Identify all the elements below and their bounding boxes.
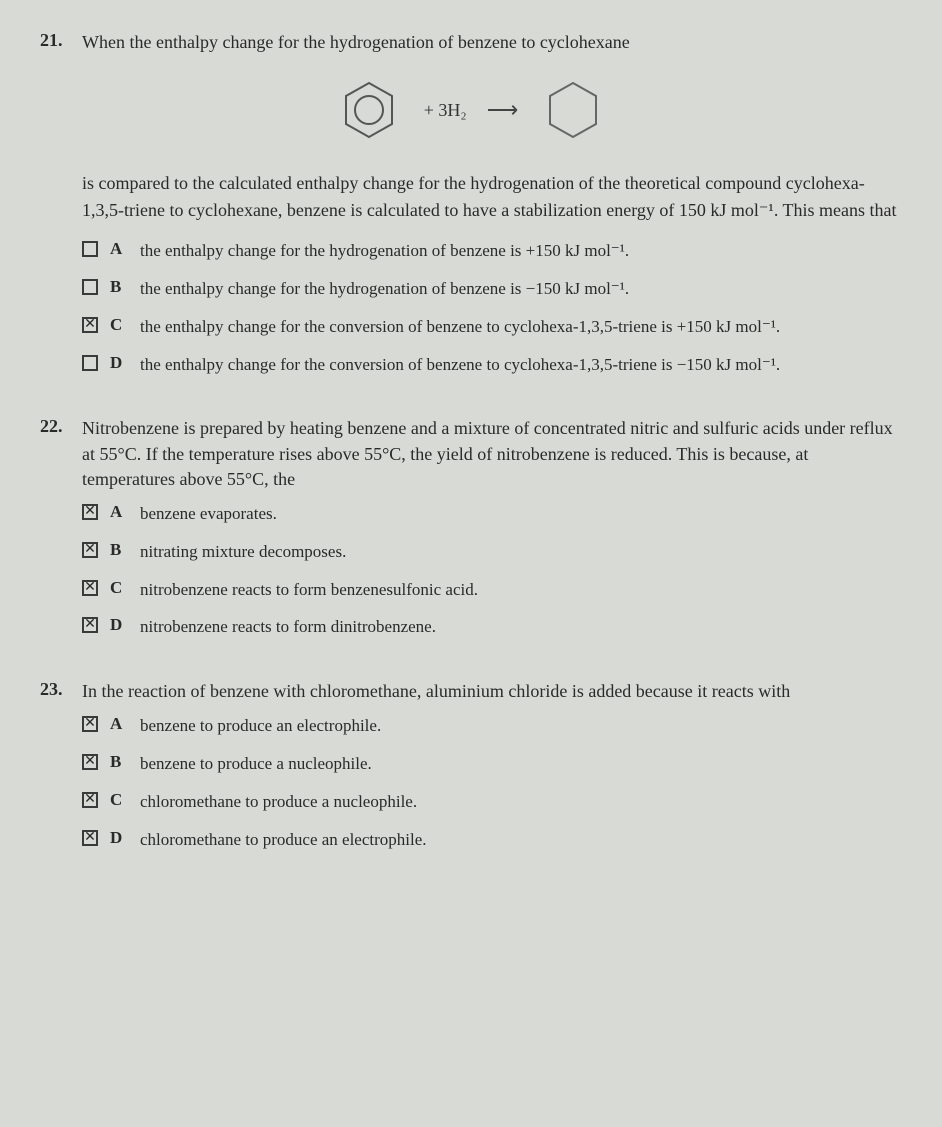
option-letter: B (110, 752, 128, 772)
question-23: 23. In the reaction of benzene with chlo… (40, 679, 902, 851)
option-d[interactable]: ✕ D chloromethane to produce an electrop… (82, 828, 902, 852)
checkbox-icon[interactable]: ✕ (82, 580, 98, 596)
question-stem: When the enthalpy change for the hydroge… (82, 30, 902, 55)
checkbox-icon[interactable]: ✕ (82, 504, 98, 520)
option-c[interactable]: ✕ C the enthalpy change for the conversi… (82, 315, 902, 339)
arrow-icon: ⟶ (487, 97, 519, 123)
option-a[interactable]: ✕ A benzene to produce an electrophile. (82, 714, 902, 738)
checkbox-icon[interactable] (82, 241, 98, 257)
reaction-diagram: + 3H₂ ⟶ (40, 75, 902, 145)
option-letter: D (110, 353, 128, 373)
benzene-icon (334, 75, 404, 145)
option-letter: C (110, 790, 128, 810)
checkbox-icon[interactable]: ✕ (82, 317, 98, 333)
checkbox-icon[interactable]: ✕ (82, 792, 98, 808)
option-letter: D (110, 615, 128, 635)
question-stem: Nitrobenzene is prepared by heating benz… (82, 416, 902, 492)
question-continuation: is compared to the calculated enthalpy c… (82, 170, 902, 224)
option-letter: A (110, 239, 128, 259)
checkbox-icon[interactable]: ✕ (82, 716, 98, 732)
checkbox-icon[interactable] (82, 279, 98, 295)
option-c[interactable]: ✕ C chloromethane to produce a nucleophi… (82, 790, 902, 814)
checkbox-icon[interactable]: ✕ (82, 617, 98, 633)
checkbox-icon[interactable]: ✕ (82, 542, 98, 558)
option-letter: D (110, 828, 128, 848)
checkbox-icon[interactable]: ✕ (82, 830, 98, 846)
question-22: 22. Nitrobenzene is prepared by heating … (40, 416, 902, 639)
option-text: nitrobenzene reacts to form dinitrobenze… (140, 615, 902, 639)
cyclohexane-icon (538, 75, 608, 145)
option-text: the enthalpy change for the hydrogenatio… (140, 277, 902, 301)
options-list: A the enthalpy change for the hydrogenat… (82, 239, 902, 376)
option-letter: A (110, 714, 128, 734)
option-d[interactable]: D the enthalpy change for the conversion… (82, 353, 902, 377)
option-a[interactable]: A the enthalpy change for the hydrogenat… (82, 239, 902, 263)
option-d[interactable]: ✕ D nitrobenzene reacts to form dinitrob… (82, 615, 902, 639)
option-letter: B (110, 277, 128, 297)
option-b[interactable]: B the enthalpy change for the hydrogenat… (82, 277, 902, 301)
option-text: the enthalpy change for the conversion o… (140, 353, 902, 377)
option-c[interactable]: ✕ C nitrobenzene reacts to form benzenes… (82, 578, 902, 602)
option-letter: C (110, 578, 128, 598)
option-b[interactable]: ✕ B nitrating mixture decomposes. (82, 540, 902, 564)
option-text: benzene to produce an electrophile. (140, 714, 902, 738)
option-text: chloromethane to produce an electrophile… (140, 828, 902, 852)
option-text: the enthalpy change for the conversion o… (140, 315, 902, 339)
checkbox-icon[interactable]: ✕ (82, 754, 98, 770)
checkbox-icon[interactable] (82, 355, 98, 371)
question-header: 23. In the reaction of benzene with chlo… (40, 679, 902, 704)
options-list: ✕ A benzene evaporates. ✕ B nitrating mi… (82, 502, 902, 639)
option-text: nitrating mixture decomposes. (140, 540, 902, 564)
options-list: ✕ A benzene to produce an electrophile. … (82, 714, 902, 851)
option-text: nitrobenzene reacts to form benzenesulfo… (140, 578, 902, 602)
option-a[interactable]: ✕ A benzene evaporates. (82, 502, 902, 526)
question-number: 21. (40, 30, 70, 51)
option-letter: B (110, 540, 128, 560)
option-b[interactable]: ✕ B benzene to produce a nucleophile. (82, 752, 902, 776)
option-text: chloromethane to produce a nucleophile. (140, 790, 902, 814)
option-letter: A (110, 502, 128, 522)
question-number: 22. (40, 416, 70, 437)
option-text: the enthalpy change for the hydrogenatio… (140, 239, 902, 263)
option-text: benzene evaporates. (140, 502, 902, 526)
question-21: 21. When the enthalpy change for the hyd… (40, 30, 902, 376)
reagent-text: + 3H₂ (424, 100, 467, 121)
option-text: benzene to produce a nucleophile. (140, 752, 902, 776)
question-number: 23. (40, 679, 70, 700)
question-header: 22. Nitrobenzene is prepared by heating … (40, 416, 902, 492)
option-letter: C (110, 315, 128, 335)
question-header: 21. When the enthalpy change for the hyd… (40, 30, 902, 55)
question-stem: In the reaction of benzene with chlorome… (82, 679, 902, 704)
